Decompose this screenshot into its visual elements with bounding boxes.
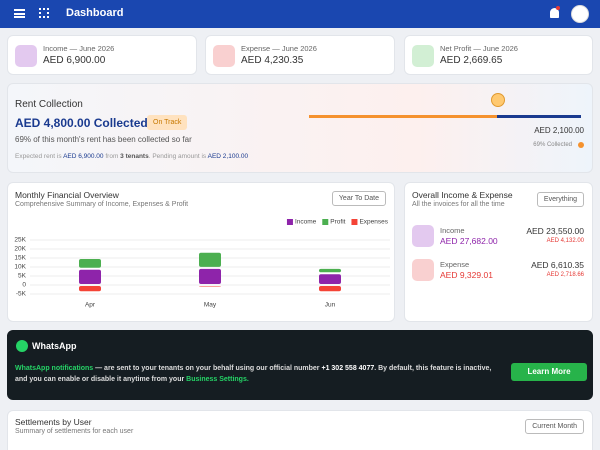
bar-segment (199, 268, 221, 284)
income-icon (15, 45, 37, 67)
text: AED 6,900.00 (63, 153, 104, 160)
section-title: Overall Income & Expense (412, 190, 513, 200)
whatsapp-text: WhatsApp notifications — are sent to you… (15, 363, 500, 385)
learn-more-button[interactable]: Learn More (511, 363, 587, 381)
x-tick-label: Apr (85, 302, 96, 309)
card-value: AED 4,230.35 (241, 55, 304, 66)
notification-icon[interactable] (550, 8, 559, 18)
filter-button[interactable]: Current Month (525, 419, 584, 434)
legend-label: Profit (330, 219, 345, 226)
text: +1 302 558 4077 (321, 365, 375, 372)
expense-icon (213, 45, 235, 67)
section-subtitle: All the invoices for all the time (412, 201, 505, 208)
description: 69% of this month's rent has been collec… (15, 135, 192, 144)
bar-segment (79, 269, 101, 284)
progress-dot (578, 142, 584, 148)
income-card: Income — June 2026 AED 6,900.00 (7, 35, 197, 75)
text: 3 tenants (120, 153, 149, 160)
row-sub: AED 2,718.66 (546, 272, 584, 278)
section-title: Rent Collection (15, 99, 83, 110)
settlements-panel: Settlements by User Summary of settlemen… (7, 410, 593, 450)
section-title: Monthly Financial Overview (15, 190, 119, 200)
row-label: Expense (440, 260, 470, 269)
y-tick-label: 0 (22, 282, 26, 289)
bar-segment (79, 259, 101, 268)
row-amount: AED 23,550.00 (526, 226, 584, 236)
text: — are sent to your tenants on your behal… (93, 365, 322, 372)
text: AED 2,100.00 (207, 153, 249, 160)
bar-segment (199, 252, 221, 267)
link[interactable]: Business Settings. (186, 376, 249, 383)
whatsapp-icon (16, 340, 28, 352)
bar-segment (319, 274, 341, 284)
bar-segment (199, 286, 221, 287)
section-subtitle: Summary of settlements for each user (15, 428, 134, 435)
card-value: AED 6,900.00 (43, 55, 106, 66)
menu-icon[interactable] (14, 9, 25, 18)
rent-collection-panel: Rent Collection AED 4,800.00 Collected O… (7, 83, 593, 173)
row-amount: AED 6,610.35 (531, 260, 584, 270)
text: Expected rent is (15, 153, 64, 160)
filter-button[interactable]: Year To Date (331, 191, 386, 206)
section-title: Settlements by User (15, 417, 92, 427)
overall-panel: Overall Income & Expense All the invoice… (404, 182, 593, 322)
filter-button[interactable]: Everything (536, 192, 584, 207)
rent-note: Expected rent is AED 6,900.00 from 3 ten… (15, 153, 248, 160)
bar-segment (319, 268, 341, 273)
whatsapp-panel: WhatsApp WhatsApp notifications — are se… (7, 330, 593, 400)
notification-dot (556, 6, 560, 10)
profit-icon (412, 45, 434, 67)
avatar[interactable] (571, 5, 589, 23)
card-value: AED 2,669.65 (440, 55, 503, 66)
progress-label: 69% Collected (533, 142, 572, 148)
text: . By default, this feature is inactive, … (15, 365, 492, 383)
y-tick-label: 5K (18, 273, 27, 280)
expense-icon (412, 259, 434, 281)
y-tick-label: 10K (14, 264, 26, 271)
row-sub: AED 4,132.00 (546, 238, 584, 244)
y-tick-label: 15K (14, 255, 26, 262)
text: from (103, 153, 121, 160)
section-subtitle: Comprehensive Summary of Income, Expense… (15, 201, 189, 208)
page-title: Dashboard (66, 7, 124, 19)
card-label: Net Profit — June 2026 (440, 44, 518, 53)
apps-icon[interactable] (39, 8, 49, 18)
profit-card: Net Profit — June 2026 AED 2,669.65 (404, 35, 593, 75)
legend-label: Expenses (359, 219, 388, 226)
status-badge: On Track (147, 115, 188, 130)
progress-fill (309, 115, 497, 118)
monthly-overview-panel: Monthly Financial Overview Comprehensive… (7, 182, 395, 322)
text: . Pending amount is (148, 153, 208, 160)
expense-card: Expense — June 2026 AED 4,230.35 (205, 35, 395, 75)
progress-marker (490, 93, 505, 107)
card-label: Expense — June 2026 (241, 44, 317, 53)
income-icon (412, 225, 434, 247)
legend-swatch (351, 219, 358, 225)
bar-segment (79, 286, 101, 292)
row-label: Income (440, 226, 465, 235)
row-total: AED 27,682.00 (440, 236, 498, 246)
card-label: Income — June 2026 (43, 44, 115, 53)
collected-amount: AED 4,800.00 Collected (15, 116, 148, 130)
text: WhatsApp notifications (15, 365, 94, 372)
top-bar: Dashboard (0, 0, 600, 28)
row-total: AED 9,329.01 (440, 270, 493, 280)
bar-segment (319, 286, 341, 292)
y-tick-label: 25K (14, 237, 26, 244)
legend-swatch (286, 219, 293, 225)
pending-amount: AED 2,100.00 (534, 126, 584, 135)
x-tick-label: May (204, 302, 217, 309)
legend-label: Income (295, 219, 317, 226)
legend-swatch (322, 219, 329, 225)
y-tick-label: -5K (16, 291, 27, 298)
x-tick-label: Jun (325, 302, 336, 309)
whatsapp-title: WhatsApp (32, 341, 77, 351)
y-tick-label: 20K (14, 246, 26, 253)
